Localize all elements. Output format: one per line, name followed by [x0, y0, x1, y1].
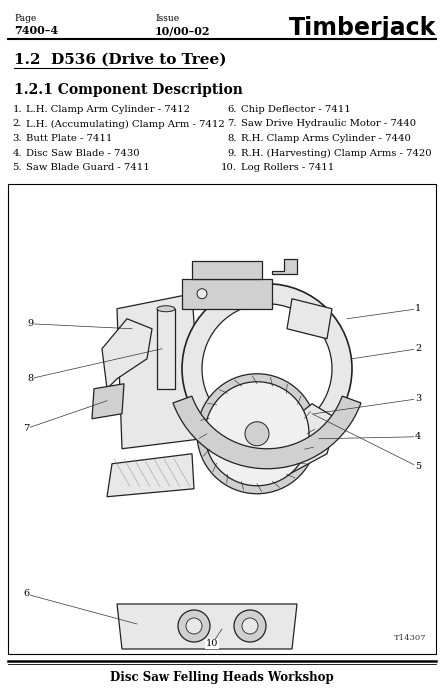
Text: Saw Drive Hydraulic Motor - 7440: Saw Drive Hydraulic Motor - 7440: [241, 120, 416, 129]
Polygon shape: [117, 294, 202, 449]
Wedge shape: [182, 284, 352, 454]
Circle shape: [242, 618, 258, 634]
Text: Timberjack: Timberjack: [289, 16, 436, 40]
Text: Log Rollers - 7411: Log Rollers - 7411: [241, 163, 334, 172]
Text: 8: 8: [27, 374, 33, 384]
Text: 10.: 10.: [221, 163, 237, 172]
Polygon shape: [287, 299, 332, 339]
Text: 6: 6: [23, 589, 29, 598]
Circle shape: [178, 610, 210, 642]
Text: 8.: 8.: [227, 134, 237, 143]
Text: L.H. Clamp Arm Cylinder - 7412: L.H. Clamp Arm Cylinder - 7412: [26, 105, 190, 114]
Text: 3: 3: [415, 394, 421, 403]
Polygon shape: [277, 404, 337, 481]
Bar: [157, 309, 175, 388]
Ellipse shape: [157, 306, 175, 312]
Text: 4.: 4.: [12, 148, 22, 158]
Polygon shape: [272, 259, 297, 274]
Text: 2: 2: [415, 344, 421, 354]
Bar: [8, 183, 436, 654]
Text: Disc Saw Felling Heads Workshop: Disc Saw Felling Heads Workshop: [110, 671, 334, 684]
Circle shape: [197, 288, 207, 299]
Text: 9.: 9.: [227, 148, 237, 158]
Text: 6.: 6.: [228, 105, 237, 114]
Text: Disc Saw Blade - 7430: Disc Saw Blade - 7430: [26, 148, 139, 158]
Text: 7.: 7.: [227, 120, 237, 129]
Text: 5.: 5.: [12, 163, 22, 172]
Text: 4: 4: [415, 432, 421, 441]
Polygon shape: [107, 454, 194, 497]
Wedge shape: [173, 396, 361, 469]
Bar: [192, 261, 262, 279]
Text: 1.2.1 Component Description: 1.2.1 Component Description: [14, 83, 243, 97]
Polygon shape: [92, 384, 124, 419]
Circle shape: [234, 610, 266, 642]
Polygon shape: [117, 604, 297, 649]
Text: R.H. (Harvesting) Clamp Arms - 7420: R.H. (Harvesting) Clamp Arms - 7420: [241, 148, 432, 158]
Text: R.H. Clamp Arms Cylinder - 7440: R.H. Clamp Arms Cylinder - 7440: [241, 134, 411, 143]
Text: Saw Blade Guard - 7411: Saw Blade Guard - 7411: [26, 163, 150, 172]
Bar: [182, 279, 272, 309]
Text: 7400–4: 7400–4: [14, 25, 58, 36]
Text: 2.: 2.: [12, 120, 22, 129]
Circle shape: [245, 421, 269, 446]
Text: 9: 9: [27, 319, 33, 328]
Text: Page: Page: [14, 14, 36, 23]
Text: 10/00–02: 10/00–02: [155, 25, 210, 36]
Polygon shape: [102, 318, 152, 388]
Text: 7: 7: [23, 424, 29, 433]
Text: Issue: Issue: [155, 14, 179, 23]
Text: 10: 10: [206, 640, 218, 648]
Circle shape: [186, 618, 202, 634]
Text: 1: 1: [415, 304, 421, 314]
Text: 5: 5: [415, 462, 421, 471]
Text: Butt Plate - 7411: Butt Plate - 7411: [26, 134, 112, 143]
Text: 1.: 1.: [12, 105, 22, 114]
Text: 3.: 3.: [12, 134, 22, 143]
Text: L.H. (Accumulating) Clamp Arm - 7412: L.H. (Accumulating) Clamp Arm - 7412: [26, 120, 225, 129]
Text: 1.2  D536 (Drive to Tree): 1.2 D536 (Drive to Tree): [14, 53, 226, 67]
Text: T14307: T14307: [393, 634, 426, 642]
Text: Chip Deflector - 7411: Chip Deflector - 7411: [241, 105, 351, 114]
Circle shape: [205, 382, 309, 486]
Circle shape: [197, 374, 317, 493]
